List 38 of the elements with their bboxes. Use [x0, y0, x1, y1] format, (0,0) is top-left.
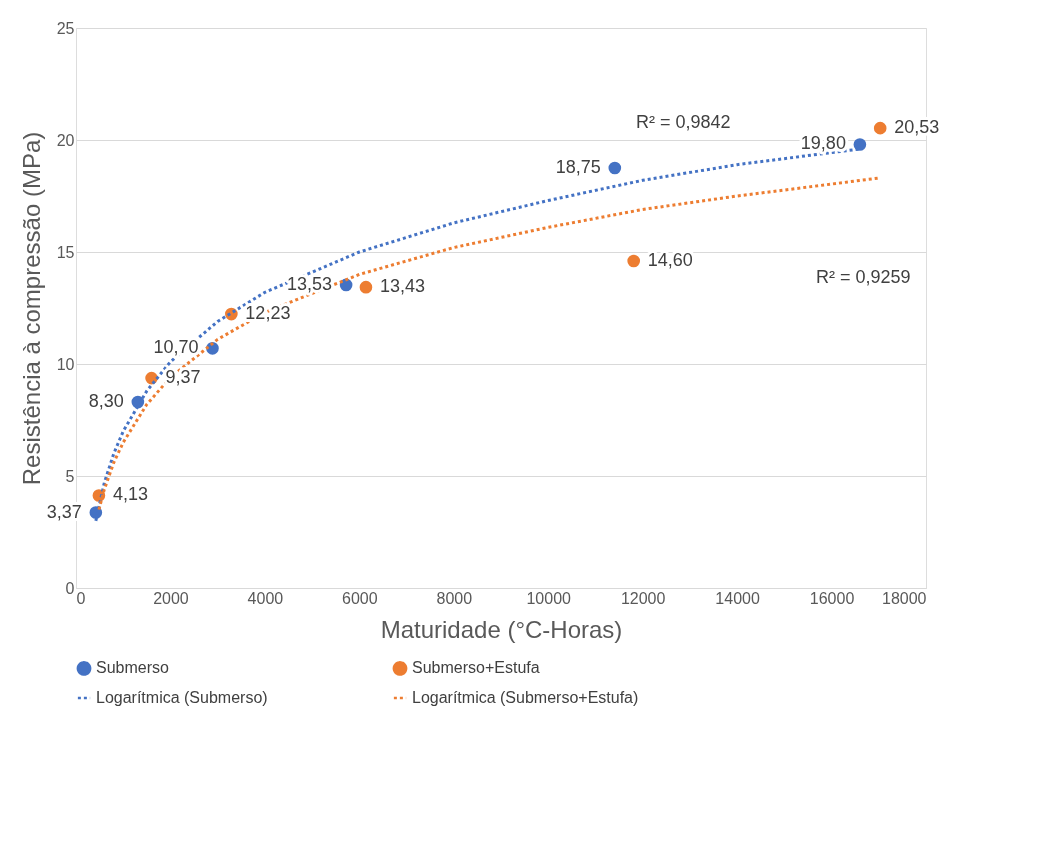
- x-tick-label: 4000: [247, 589, 284, 607]
- x-tick-label: 6000: [342, 589, 378, 607]
- point: [873, 121, 887, 135]
- x-tick-label: 16000: [809, 589, 855, 607]
- legend-label: Logarítmica (Submerso+Estufa): [412, 689, 639, 706]
- y-tick-label: 15: [56, 243, 75, 261]
- point: [608, 161, 622, 175]
- legend-label: Logarítmica (Submerso): [96, 689, 268, 706]
- x-tick-label: 12000: [620, 589, 666, 607]
- data-label: 19,80: [800, 133, 846, 154]
- data-label: 14,60: [647, 249, 693, 270]
- point: [853, 138, 867, 151]
- x-tick-label: 8000: [436, 589, 473, 607]
- data-label: 9,37: [165, 367, 201, 388]
- data-label: 13,43: [379, 276, 425, 297]
- x-tick-label: 14000: [715, 589, 760, 607]
- y-tick-label: 25: [56, 19, 75, 37]
- point: [359, 280, 373, 294]
- x-tick-label: 0: [76, 589, 86, 607]
- y-tick-label: 10: [56, 355, 75, 373]
- y-tick-label: 20: [56, 131, 75, 149]
- x-tick-label: 2000: [153, 589, 189, 607]
- data-label: 4,13: [112, 484, 148, 505]
- point: [627, 254, 641, 268]
- legend-label: Submerso+Estufa: [412, 659, 540, 677]
- x-tick-label: 18000: [882, 589, 927, 607]
- data-label: 13,53: [287, 273, 333, 294]
- y-axis-title: Resistência à compressão (MPa): [17, 131, 45, 486]
- y-tick-label: 5: [65, 467, 75, 485]
- annotation: R² = 0,9259: [816, 267, 911, 287]
- data-label: 18,75: [555, 157, 601, 177]
- data-label: 20,53: [894, 117, 940, 138]
- annotation: R² = 0,9842: [636, 112, 731, 132]
- x-tick-label: 10000: [526, 589, 572, 607]
- x-axis-title: Maturidade (°C-Horas): [380, 615, 623, 643]
- data-label: 8,30: [88, 391, 124, 412]
- legend-label: Submerso: [96, 659, 170, 677]
- data-label: 3,37: [46, 501, 82, 522]
